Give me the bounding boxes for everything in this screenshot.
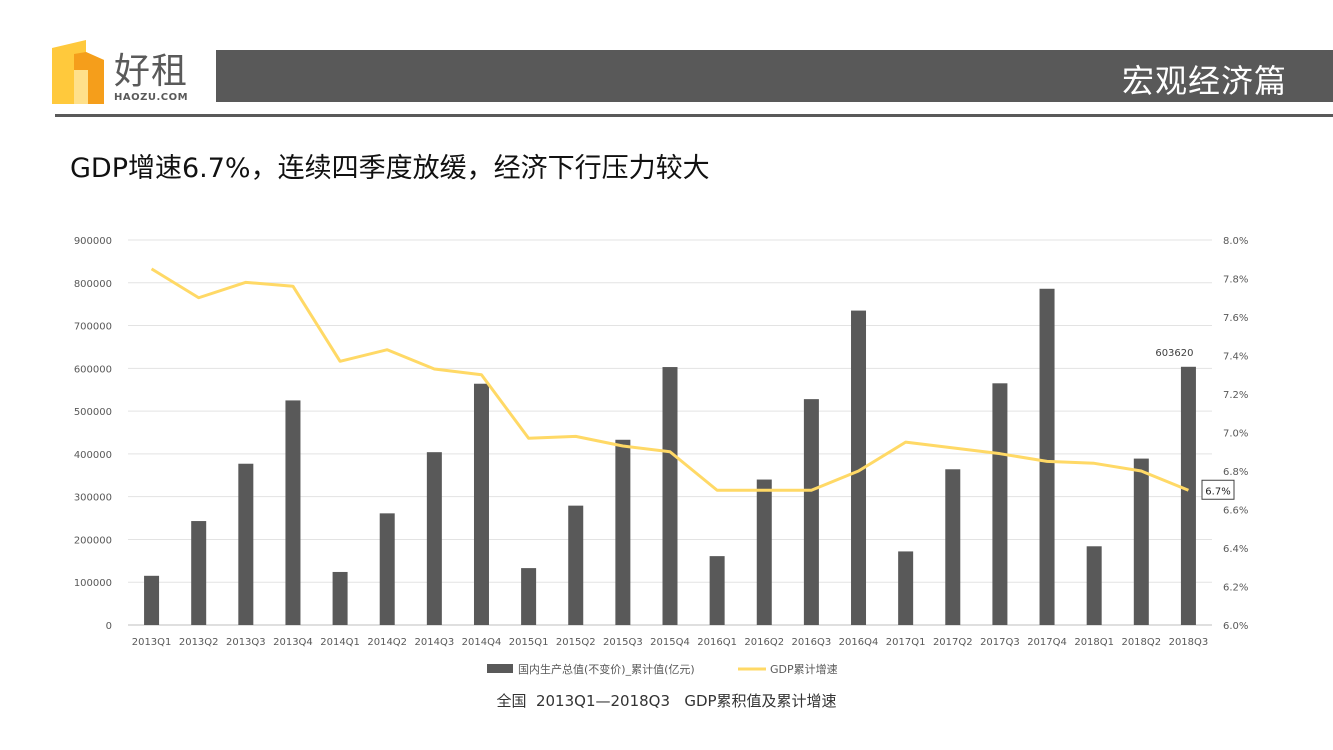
right-tick-label: 7.8% — [1223, 275, 1248, 286]
bar — [851, 310, 867, 625]
x-tick-label: 2013Q4 — [273, 637, 313, 648]
x-tick-label: 2014Q1 — [320, 637, 360, 648]
gdp-chart-svg: 0 100000 200000 300000 400000 500000 600000 700… — [74, 236, 1249, 676]
bar — [662, 367, 678, 625]
bar — [615, 439, 631, 625]
x-tick-label: 2013Q3 — [226, 637, 266, 648]
left-tick-label: 600000 — [74, 364, 112, 375]
left-tick-label: 900000 — [74, 236, 112, 247]
bar — [803, 399, 819, 625]
header-bar: 宏观经济篇 — [216, 50, 1333, 102]
x-tick-label: 2018Q3 — [1169, 637, 1209, 648]
legend-bar-swatch — [487, 664, 513, 673]
right-tick-label: 6.8% — [1223, 467, 1248, 478]
bar — [473, 383, 489, 625]
bar — [992, 383, 1008, 625]
logo-text: 好租 — [114, 51, 189, 92]
right-tick-label: 8.0% — [1223, 236, 1248, 247]
left-axis-ticks: 0 100000 200000 300000 400000 500000 600000 700… — [74, 236, 112, 632]
x-tick-label: 2018Q2 — [1121, 637, 1161, 648]
right-tick-label: 6.4% — [1223, 544, 1248, 555]
left-tick-label: 200000 — [74, 535, 112, 546]
x-tick-label: 2016Q2 — [744, 637, 784, 648]
x-tick-label: 2015Q3 — [603, 637, 643, 648]
bar — [1180, 366, 1196, 625]
haozu-logo: 好租 HAOZU.COM — [52, 40, 202, 106]
right-tick-label: 7.6% — [1223, 313, 1248, 324]
chart-legend: 国内生产总值(不变价)_累计值(亿元) GDP累计增速 — [487, 662, 838, 676]
x-tick-label: 2016Q1 — [697, 637, 737, 648]
bar — [332, 571, 348, 625]
right-tick-label: 6.2% — [1223, 583, 1248, 594]
line-series — [150, 267, 1190, 492]
x-tick-label: 2017Q4 — [1027, 637, 1067, 648]
x-tick-label: 2016Q4 — [839, 637, 879, 648]
last-bar-data-label: 603620 — [1155, 348, 1193, 359]
bar — [1086, 546, 1102, 625]
bar-series — [144, 288, 1196, 625]
x-tick-label: 2018Q1 — [1074, 637, 1114, 648]
gdp-chart: 0 100000 200000 300000 400000 500000 600000 700… — [0, 220, 1333, 720]
chart-annotations: 603620 6.7% — [1155, 348, 1235, 500]
x-tick-label: 2016Q3 — [792, 637, 832, 648]
x-tick-label: 2014Q3 — [415, 637, 455, 648]
x-tick-label: 2014Q4 — [462, 637, 502, 648]
bar — [285, 400, 301, 625]
x-tick-label: 2017Q2 — [933, 637, 973, 648]
bar — [945, 469, 961, 625]
left-tick-label: 100000 — [74, 578, 112, 589]
x-tick-label: 2015Q1 — [509, 637, 549, 648]
x-tick-label: 2015Q2 — [556, 637, 596, 648]
left-tick-label: 0 — [106, 621, 112, 632]
left-tick-label: 700000 — [74, 322, 112, 333]
header-divider — [55, 114, 1333, 117]
bar — [898, 551, 914, 625]
bar — [709, 556, 725, 625]
right-tick-label: 6.0% — [1223, 621, 1248, 632]
bar — [1133, 458, 1149, 625]
bar — [238, 463, 254, 625]
bar — [521, 568, 537, 625]
left-tick-label: 500000 — [74, 407, 112, 418]
left-tick-label: 300000 — [74, 493, 112, 504]
legend-line-label: GDP累计增速 — [770, 662, 838, 676]
right-tick-label: 6.6% — [1223, 506, 1248, 517]
last-line-label-box — [1201, 479, 1235, 500]
legend-bar-label: 国内生产总值(不变价)_累计值(亿元) — [518, 662, 695, 676]
logo-subtext: HAOZU.COM — [114, 92, 189, 103]
left-tick-label: 800000 — [74, 279, 112, 290]
x-tick-label: 2017Q1 — [886, 637, 926, 648]
right-tick-label: 7.4% — [1223, 352, 1248, 363]
bar — [144, 575, 160, 625]
right-tick-label: 7.2% — [1223, 390, 1248, 401]
right-tick-label: 7.0% — [1223, 429, 1248, 440]
bar — [426, 452, 442, 625]
page-section-title: 宏观经济篇 — [1121, 62, 1287, 100]
bar — [191, 521, 207, 625]
bar — [379, 513, 395, 625]
left-tick-label: 400000 — [74, 450, 112, 461]
x-tick-label: 2017Q3 — [980, 637, 1020, 648]
last-line-data-label: 6.7% — [1205, 486, 1230, 497]
x-tick-label: 2013Q2 — [179, 637, 219, 648]
haozu-logo-icon — [52, 40, 104, 104]
chart-caption: 全国 2013Q1—2018Q3 GDP累积值及累计增速 — [496, 692, 837, 710]
x-tick-label: 2013Q1 — [132, 637, 172, 648]
right-axis-ticks: 6.0% 6.2% 6.4% 6.6% 6.8% 7.0% 7.2% 7.4% 7.6% 7.8%… — [1223, 236, 1248, 632]
bar — [756, 479, 772, 625]
x-tick-label: 2014Q2 — [367, 637, 407, 648]
x-axis-labels: 2013Q1 2013Q2 2013Q3 2013Q4 2014Q1 2014Q2 2014… — [132, 637, 1209, 648]
bar — [1039, 288, 1055, 625]
bar — [568, 505, 584, 625]
x-tick-label: 2015Q4 — [650, 637, 690, 648]
page-headline: GDP增速6.7%，连续四季度放缓，经济下行压力较大 — [70, 153, 710, 184]
